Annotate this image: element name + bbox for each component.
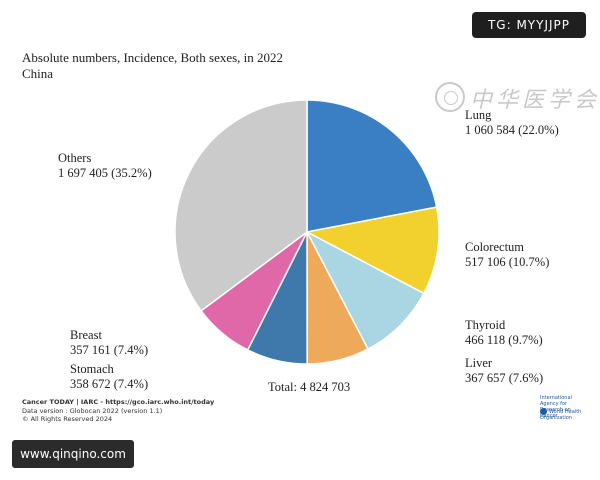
footer-line-3: © All Rights Reserved 2024 bbox=[22, 415, 113, 423]
footer-line-1: Cancer TODAY | IARC - https://gco.iarc.w… bbox=[22, 398, 215, 406]
slice-name-colorectum: Colorectum bbox=[465, 240, 525, 254]
slice-name-thyroid: Thyroid bbox=[465, 318, 506, 332]
slice-value-stomach: 358 672 (7.4%) bbox=[70, 377, 149, 391]
slice-name-breast: Breast bbox=[70, 328, 102, 342]
slice-label-liver: Liver 367 657 (7.6%) bbox=[465, 356, 543, 386]
tg-badge: TG: MYYJJPP bbox=[472, 12, 586, 38]
slice-label-lung: Lung 1 060 584 (22.0%) bbox=[465, 108, 559, 138]
slice-label-thyroid: Thyroid 466 118 (9.7%) bbox=[465, 318, 543, 348]
slice-name-others: Others bbox=[58, 151, 92, 165]
iarc-logo: International Agency for Research on Can… bbox=[540, 395, 576, 419]
who-logo: World Health Organization bbox=[540, 408, 584, 421]
url-badge: www.qinqino.com bbox=[12, 440, 134, 468]
slice-value-others: 1 697 405 (35.2%) bbox=[58, 166, 152, 180]
seal-icon bbox=[435, 82, 465, 112]
leader-line-liver bbox=[335, 360, 460, 368]
leader-line-stomach bbox=[150, 360, 265, 370]
pie-slice-colorectum bbox=[304, 206, 440, 295]
slice-value-liver: 367 657 (7.6%) bbox=[465, 371, 544, 385]
slice-name-lung: Lung bbox=[465, 108, 492, 122]
iarc-logo-text: International Agency for Research on Can… bbox=[540, 395, 572, 419]
pie-slice-others bbox=[174, 99, 308, 312]
pie-slice-thyroid bbox=[305, 230, 425, 351]
total-label: Total: 4 824 703 bbox=[268, 380, 351, 394]
leader-line-thyroid bbox=[415, 312, 460, 330]
slice-value-lung: 1 060 584 (22.0%) bbox=[465, 123, 559, 137]
leader-line-others bbox=[170, 165, 185, 180]
slice-label-breast: Breast 357 161 (7.4%) bbox=[70, 328, 148, 358]
who-logo-text: World Health Organization bbox=[540, 409, 582, 421]
chart-subtitle: China bbox=[22, 66, 54, 81]
watermark-text: 中华医学会 bbox=[470, 88, 600, 113]
slice-name-stomach: Stomach bbox=[70, 362, 114, 376]
slice-value-thyroid: 466 118 (9.7%) bbox=[465, 333, 543, 347]
who-globe-icon bbox=[540, 408, 547, 415]
slice-label-stomach: Stomach 358 672 (7.4%) bbox=[70, 362, 148, 392]
chart-title: Absolute numbers, Incidence, Both sexes,… bbox=[22, 50, 284, 65]
slice-value-colorectum: 517 106 (10.7%) bbox=[465, 255, 550, 269]
slice-label-others: Others 1 697 405 (35.2%) bbox=[58, 151, 152, 181]
footer-line-2: Data version : Globocan 2022 (version 1.… bbox=[22, 406, 163, 415]
slice-name-liver: Liver bbox=[465, 356, 493, 370]
footer-credits: Cancer TODAY | IARC - https://gco.iarc.w… bbox=[22, 398, 214, 424]
leader-line-breast bbox=[150, 330, 215, 340]
slice-label-colorectum: Colorectum 517 106 (10.7%) bbox=[465, 240, 549, 270]
slice-value-breast: 357 161 (7.4%) bbox=[70, 343, 149, 357]
pie-slice-lung bbox=[306, 99, 438, 233]
